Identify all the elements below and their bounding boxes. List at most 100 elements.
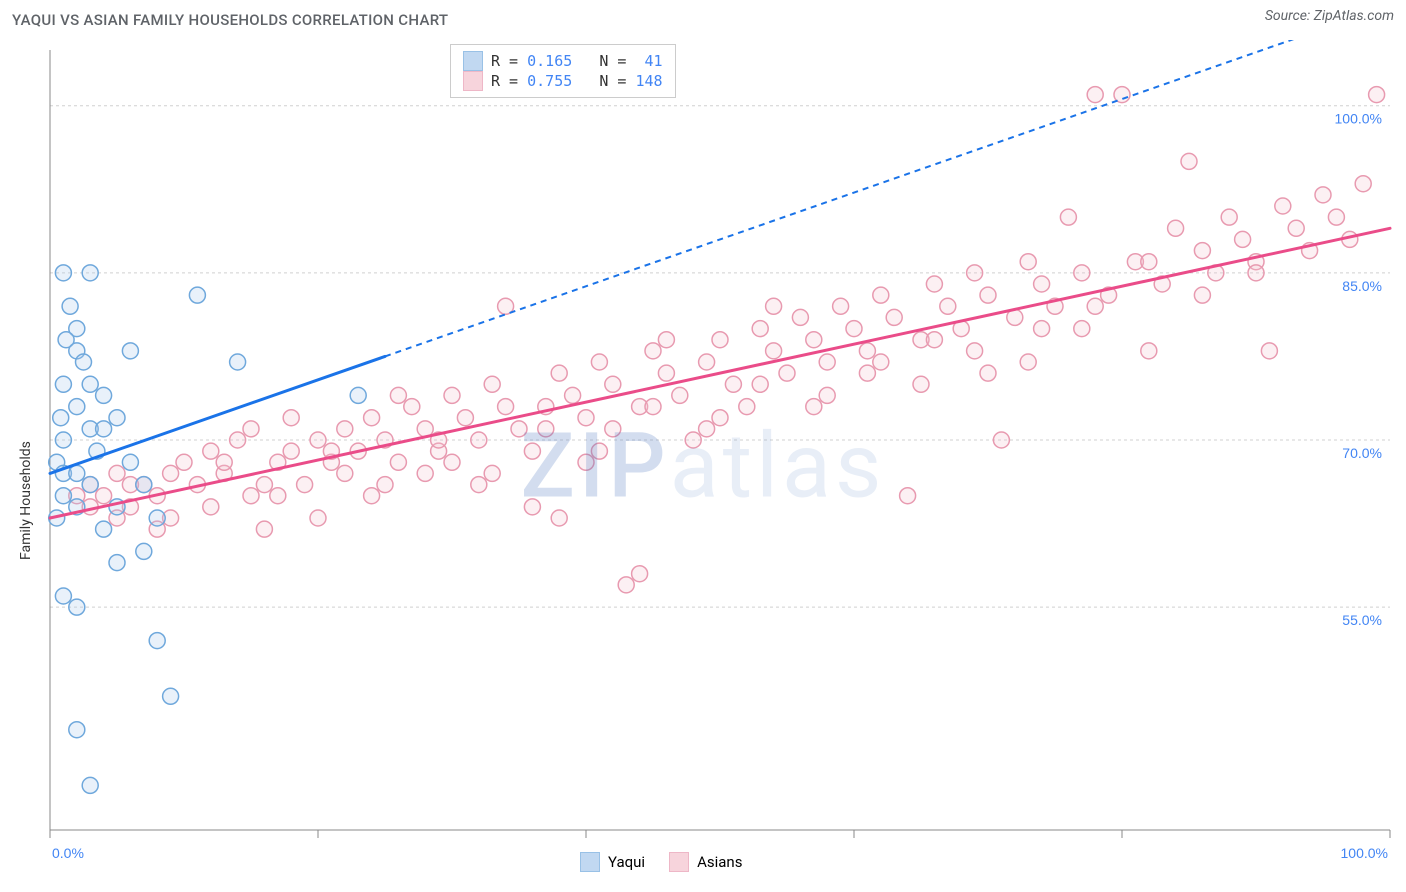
data-point	[672, 387, 688, 403]
data-point	[243, 488, 259, 504]
data-point	[484, 465, 500, 481]
data-point	[457, 410, 473, 426]
data-point	[940, 298, 956, 314]
data-point	[766, 298, 782, 314]
data-point	[993, 432, 1009, 448]
data-point	[1181, 153, 1197, 169]
data-point	[1141, 254, 1157, 270]
data-point	[176, 454, 192, 470]
data-point	[900, 488, 916, 504]
data-point	[712, 410, 728, 426]
data-point	[471, 432, 487, 448]
legend-item: Yaqui	[580, 852, 645, 872]
data-point	[1074, 321, 1090, 337]
data-point	[1194, 243, 1210, 259]
data-point	[806, 399, 822, 415]
data-point	[1087, 298, 1103, 314]
data-point	[471, 477, 487, 493]
legend-row: R = 0.755 N = 148	[463, 71, 663, 91]
data-point	[417, 465, 433, 481]
data-point	[980, 365, 996, 381]
data-point	[632, 566, 648, 582]
data-point	[1355, 176, 1371, 192]
data-point	[1248, 265, 1264, 281]
data-point	[55, 488, 71, 504]
data-point	[859, 343, 875, 359]
data-point	[55, 265, 71, 281]
data-point	[1315, 187, 1331, 203]
data-point	[149, 510, 165, 526]
legend-item: Asians	[669, 852, 742, 872]
data-point	[658, 365, 674, 381]
data-point	[350, 387, 366, 403]
data-point	[551, 510, 567, 526]
data-point	[591, 354, 607, 370]
source-attribution: Source: ZipAtlas.com	[1265, 8, 1394, 24]
data-point	[685, 432, 701, 448]
data-point	[605, 421, 621, 437]
legend-label: Yaqui	[608, 853, 645, 871]
data-point	[712, 332, 728, 348]
data-point	[1020, 254, 1036, 270]
data-point	[699, 354, 715, 370]
data-point	[739, 399, 755, 415]
data-point	[69, 465, 85, 481]
data-point	[109, 555, 125, 571]
data-point	[283, 443, 299, 459]
data-point	[792, 309, 808, 325]
data-point	[337, 421, 353, 437]
data-point	[69, 599, 85, 615]
data-point	[310, 432, 326, 448]
legend-row: R = 0.165 N = 41	[463, 51, 663, 71]
data-point	[806, 332, 822, 348]
data-point	[243, 421, 259, 437]
chart-title: YAQUI VS ASIAN FAMILY HOUSEHOLDS CORRELA…	[12, 11, 448, 29]
legend-swatch	[580, 852, 600, 872]
data-point	[444, 454, 460, 470]
scatter-chart-svg: 55.0%70.0%85.0%100.0%0.0%100.0%	[0, 40, 1406, 892]
data-point	[203, 499, 219, 515]
data-point	[58, 332, 74, 348]
data-point	[203, 443, 219, 459]
data-point	[297, 477, 313, 493]
legend-stats: R = 0.165 N = 41	[491, 52, 663, 70]
data-point	[53, 410, 69, 426]
data-point	[390, 454, 406, 470]
data-point	[444, 387, 460, 403]
data-point	[136, 543, 152, 559]
data-point	[230, 432, 246, 448]
data-point	[926, 332, 942, 348]
data-point	[752, 376, 768, 392]
data-point	[565, 387, 581, 403]
data-point	[1168, 220, 1184, 236]
data-point	[230, 354, 246, 370]
data-point	[136, 477, 152, 493]
data-point	[873, 354, 889, 370]
data-point	[538, 421, 554, 437]
data-point	[524, 499, 540, 515]
data-point	[1034, 276, 1050, 292]
data-point	[484, 376, 500, 392]
data-point	[511, 421, 527, 437]
data-point	[82, 477, 98, 493]
data-point	[578, 410, 594, 426]
data-point	[524, 443, 540, 459]
data-point	[926, 276, 942, 292]
data-point	[377, 477, 393, 493]
data-point	[96, 421, 112, 437]
data-point	[163, 465, 179, 481]
data-point	[216, 454, 232, 470]
data-point	[1221, 209, 1237, 225]
data-point	[404, 399, 420, 415]
y-tick-label: 70.0%	[1342, 445, 1382, 461]
data-point	[846, 321, 862, 337]
data-point	[1194, 287, 1210, 303]
y-axis-label: Family Households	[18, 441, 34, 560]
data-point	[55, 588, 71, 604]
data-point	[69, 722, 85, 738]
data-point	[1261, 343, 1277, 359]
data-point	[1288, 220, 1304, 236]
data-point	[364, 488, 380, 504]
data-point	[163, 688, 179, 704]
data-point	[62, 298, 78, 314]
